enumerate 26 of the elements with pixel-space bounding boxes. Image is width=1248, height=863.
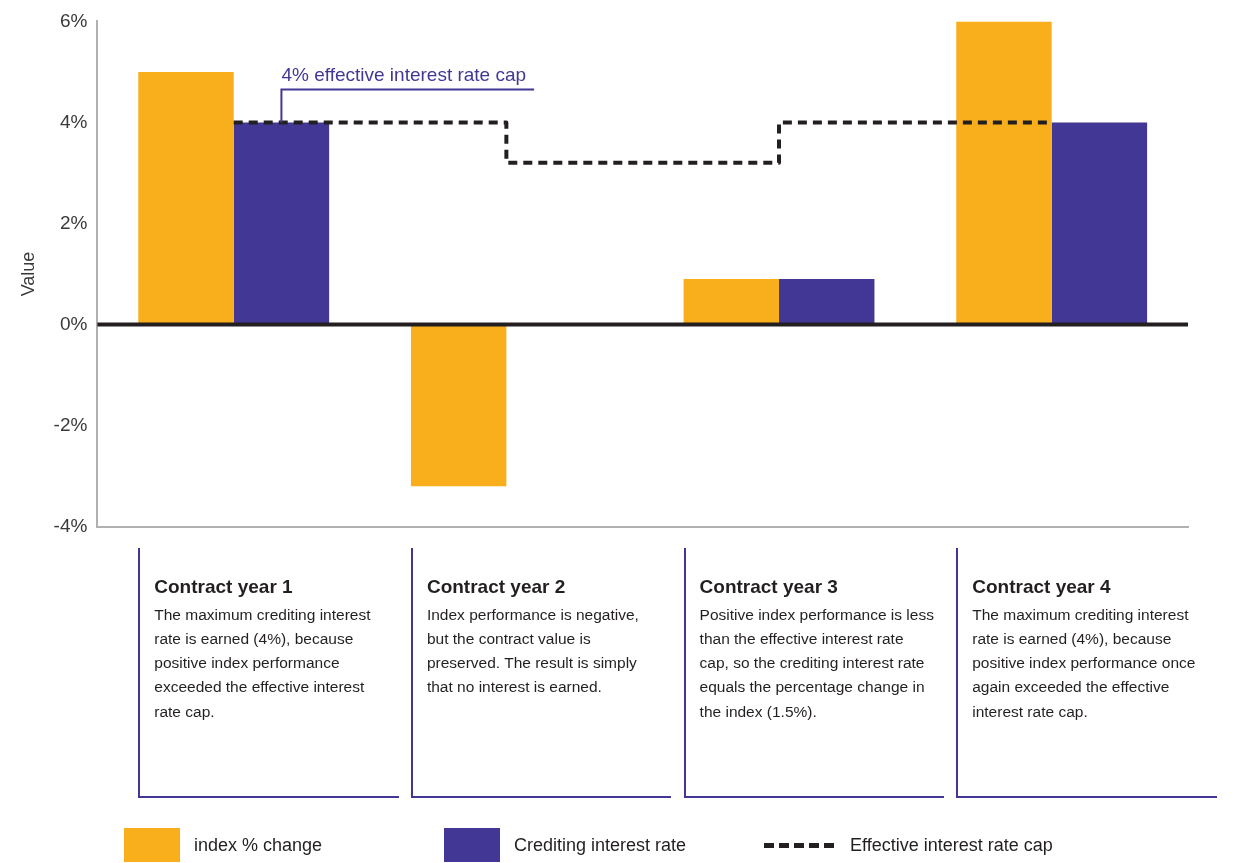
bar [683, 279, 780, 325]
bar [1051, 122, 1148, 325]
text: Index performance is negative, but the contract value is preserved. The result is simply that no interest is earned. [426, 606, 639, 696]
legend-label: index % change [194, 834, 323, 856]
y-tick-label: 4% [59, 110, 88, 132]
text: The maximum crediting interest rate is earned (4%), because positive index performance once again exceeded the effective interest rate cap. [972, 606, 1196, 720]
bar [410, 324, 507, 487]
bar [233, 122, 330, 325]
annotation: 4% effective interest rate cap [281, 64, 527, 86]
x-tick-label: Contract year 1 [154, 575, 294, 599]
text: The maximum crediting interest rate is earned (4%), because positive index performance exceeded the effective interest rate cap. [154, 606, 371, 720]
x-tick-label: Contract year 4 [972, 575, 1112, 599]
y-tick-label: 2% [59, 211, 88, 233]
x-tick-label: Contract year 3 [699, 575, 839, 599]
legend-label: Effective interest rate cap [850, 834, 1053, 856]
bar [779, 279, 875, 325]
legend-label: Crediting interest rate [514, 834, 687, 856]
bar [956, 21, 1052, 325]
y-tick-label: -2% [53, 413, 88, 435]
y-tick-label: 0% [59, 312, 88, 334]
y-tick-label: 6% [59, 9, 88, 31]
x-tick-label: Contract year 2 [426, 575, 567, 599]
text: Positive index performance is less than the effective interest rate cap, so the crediting interest rate equals the percentage change in the index (1.5%). [699, 606, 934, 720]
y-axis-title: Value [17, 251, 38, 297]
bar [138, 71, 234, 325]
y-tick-label: -4% [53, 514, 88, 536]
